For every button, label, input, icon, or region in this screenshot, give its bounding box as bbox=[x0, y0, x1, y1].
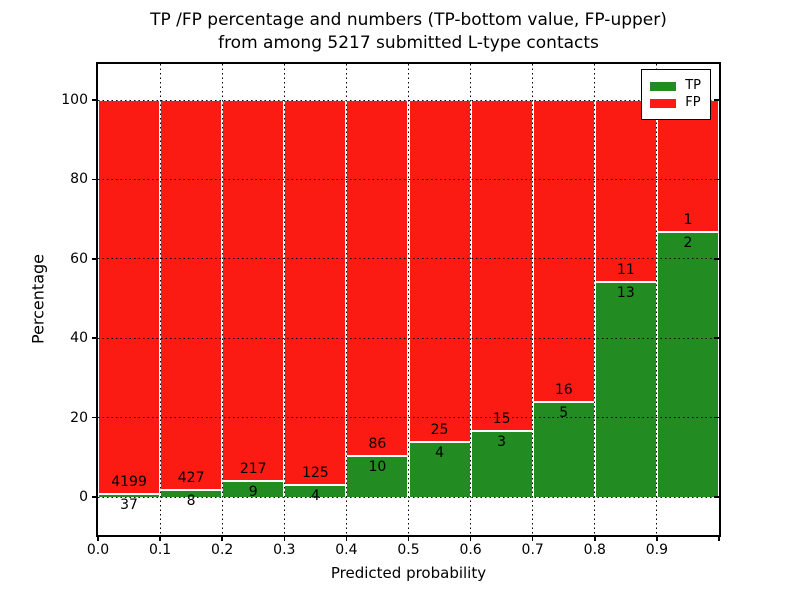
tp-bar-segment bbox=[532, 402, 595, 498]
fp-count-label: 125 bbox=[301, 464, 329, 481]
x-tick bbox=[469, 537, 472, 541]
tp-count-label: 13 bbox=[616, 284, 635, 301]
tp-count-label: 37 bbox=[120, 496, 138, 513]
fp-count-label: 25 bbox=[430, 422, 449, 439]
tp-count-label: 3 bbox=[497, 433, 507, 450]
x-tick-label: 0.5 bbox=[397, 542, 420, 558]
fp-bar-segment bbox=[594, 100, 657, 282]
y-tick bbox=[92, 337, 96, 339]
tp-bar-segment bbox=[594, 281, 657, 498]
y-tick-label: 100 bbox=[61, 92, 88, 108]
y-tick-label: 60 bbox=[70, 250, 88, 267]
vertical-gridline bbox=[221, 64, 223, 535]
fp-bar-segment bbox=[408, 100, 471, 443]
fp-count-label: 217 bbox=[239, 461, 267, 478]
vertical-gridline bbox=[656, 64, 658, 535]
y-tick bbox=[92, 178, 96, 181]
y-tick-right bbox=[714, 99, 719, 101]
fp-count-label: 11 bbox=[616, 261, 635, 278]
fp-count-label: 86 bbox=[368, 435, 387, 452]
vertical-gridline bbox=[408, 64, 409, 535]
fp-legend-label: FP bbox=[685, 95, 701, 110]
y-tick-label: 40 bbox=[70, 330, 88, 347]
x-tick-label: 0.0 bbox=[86, 542, 110, 558]
legend: TP FP bbox=[641, 69, 711, 120]
x-tick bbox=[283, 537, 286, 541]
fp-bar-segment bbox=[656, 100, 719, 233]
tp-count-label: 4 bbox=[435, 445, 444, 462]
y-tick-label: 80 bbox=[70, 171, 88, 188]
x-tick-label: 0.8 bbox=[583, 542, 606, 558]
legend-item-fp: FP bbox=[650, 96, 701, 110]
x-tick-label: 0.4 bbox=[335, 542, 358, 558]
x-axis-label: Predicted probability bbox=[330, 564, 487, 582]
chart-title-line-1: TP /FP percentage and numbers (TP-bottom… bbox=[150, 10, 667, 30]
fp-bar-segment bbox=[98, 100, 161, 494]
x-tick bbox=[221, 537, 223, 541]
x-tick bbox=[407, 537, 410, 541]
fp-count-label: 4199 bbox=[111, 473, 147, 490]
x-tick bbox=[594, 537, 596, 541]
y-tick-right bbox=[714, 416, 719, 419]
x-tick bbox=[531, 537, 534, 541]
tp-count-label: 8 bbox=[186, 492, 196, 509]
fp-bar-segment bbox=[160, 100, 223, 490]
vertical-gridline bbox=[345, 64, 347, 535]
tp-count-label: 9 bbox=[248, 484, 258, 501]
fp-count-label: 1 bbox=[683, 212, 693, 229]
x-tick bbox=[656, 537, 658, 541]
y-tick-right bbox=[714, 337, 719, 339]
y-tick bbox=[92, 496, 96, 498]
y-tick-right bbox=[714, 258, 719, 260]
x-tick bbox=[718, 537, 720, 541]
y-tick bbox=[92, 258, 96, 260]
tp-bar-segment bbox=[346, 455, 409, 498]
y-tick bbox=[92, 416, 96, 419]
x-tick-label: 0.1 bbox=[148, 542, 172, 558]
vertical-gridline bbox=[470, 64, 472, 535]
vertical-gridline bbox=[283, 64, 285, 535]
tp-count-label: 2 bbox=[683, 235, 693, 252]
y-tick-label: 0 bbox=[79, 489, 88, 505]
tp-bar-segment bbox=[656, 232, 719, 498]
y-tick-label: 20 bbox=[70, 409, 88, 426]
tp-count-label: 5 bbox=[559, 405, 569, 422]
fp-count-label: 15 bbox=[492, 410, 511, 427]
y-tick bbox=[92, 99, 96, 101]
x-tick-label: 0.3 bbox=[273, 542, 296, 558]
x-tick-label: 0.2 bbox=[211, 542, 234, 558]
tp-legend-swatch bbox=[650, 81, 677, 91]
chart-title-line-2: from among 5217 submitted L-type contact… bbox=[218, 33, 599, 53]
fp-legend-swatch bbox=[650, 98, 677, 108]
x-tick-label: 0.9 bbox=[645, 542, 669, 558]
vertical-gridline bbox=[594, 64, 596, 535]
fp-bar-segment bbox=[532, 100, 595, 403]
x-tick-label: 0.7 bbox=[521, 542, 544, 558]
fp-bar-segment bbox=[470, 100, 533, 431]
plot-area: TP FP 4199 37 427 8 217 9 125 4 86 10 25 4 15 3 16 5 11 1… bbox=[96, 62, 721, 537]
legend-item-tp: TP bbox=[650, 79, 701, 93]
tp-legend-label: TP bbox=[685, 78, 701, 93]
fp-count-label: 16 bbox=[554, 382, 573, 399]
vertical-gridline bbox=[532, 64, 534, 535]
y-tick-right bbox=[714, 496, 719, 498]
x-tick bbox=[97, 537, 99, 541]
fp-bar-segment bbox=[284, 100, 347, 485]
tp-bar-segment bbox=[408, 442, 471, 498]
tp-count-label: 4 bbox=[310, 487, 320, 504]
x-tick-label: 0.6 bbox=[459, 542, 482, 558]
fp-bar-segment bbox=[346, 100, 409, 456]
x-tick bbox=[345, 537, 348, 541]
x-tick bbox=[159, 537, 161, 541]
tp-bar-segment bbox=[470, 430, 533, 498]
fp-bar-segment bbox=[222, 100, 285, 482]
y-tick-right bbox=[714, 178, 719, 181]
fp-count-label: 427 bbox=[177, 469, 205, 486]
vertical-gridline bbox=[159, 64, 161, 535]
tp-count-label: 10 bbox=[368, 458, 387, 475]
